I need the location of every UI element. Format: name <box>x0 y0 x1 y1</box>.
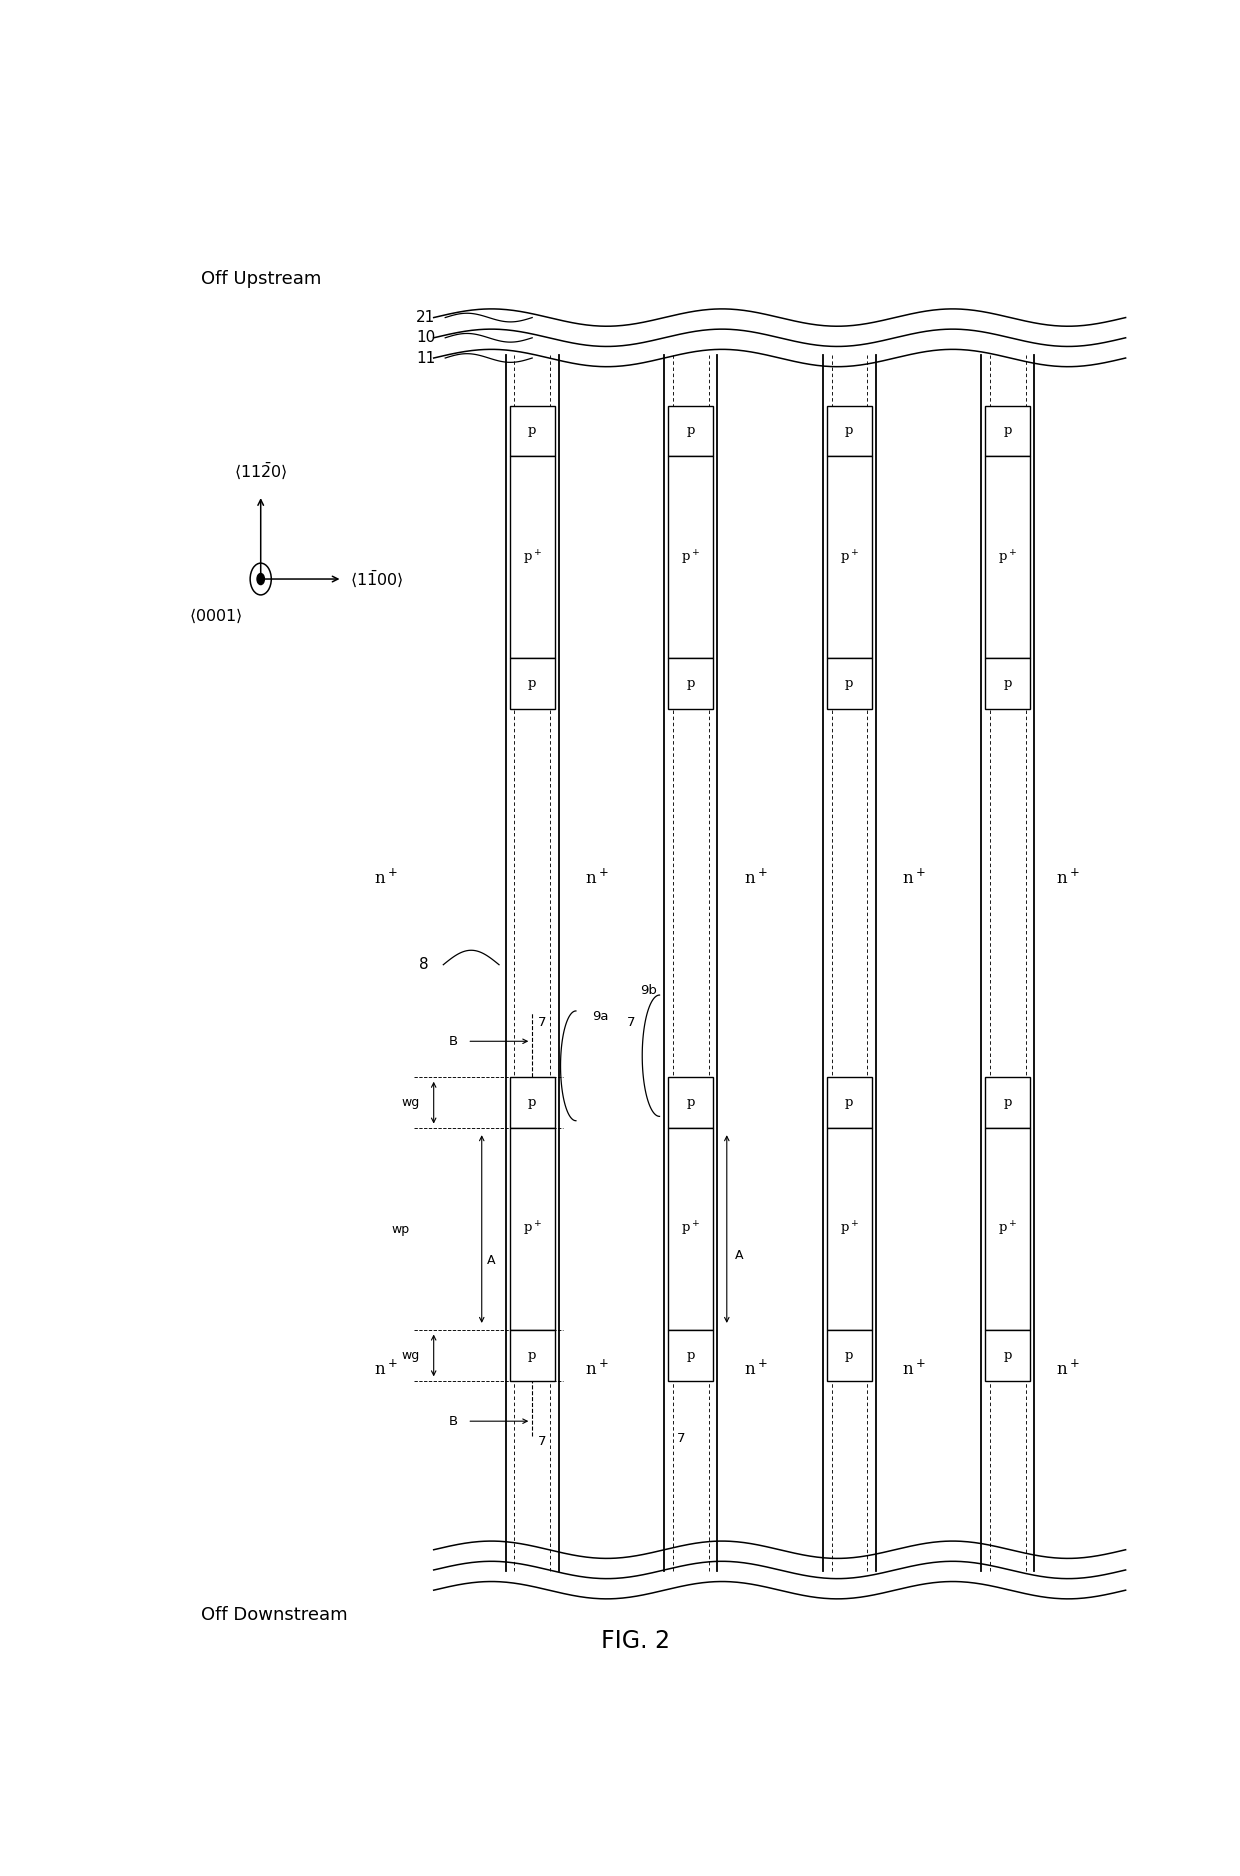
Text: p$^+$: p$^+$ <box>522 548 542 567</box>
Text: n$^+$: n$^+$ <box>1056 1360 1080 1379</box>
Bar <box>510 405 554 456</box>
Text: n$^+$: n$^+$ <box>744 869 768 887</box>
Text: p: p <box>846 677 853 690</box>
Text: p$^+$: p$^+$ <box>998 548 1018 567</box>
Text: p: p <box>846 424 853 437</box>
Text: p$^+$: p$^+$ <box>839 1219 859 1238</box>
Bar <box>827 456 872 658</box>
Text: p: p <box>1003 1349 1012 1362</box>
Text: n$^+$: n$^+$ <box>903 1360 926 1379</box>
Text: $\langle 1\bar{1}00\rangle$: $\langle 1\bar{1}00\rangle$ <box>350 568 404 589</box>
Bar <box>986 1127 1030 1330</box>
Text: 9b: 9b <box>640 985 657 998</box>
Bar <box>668 1127 713 1330</box>
Text: p: p <box>1003 677 1012 690</box>
Text: p$^+$: p$^+$ <box>839 548 859 567</box>
Text: p: p <box>687 424 694 437</box>
Text: $\langle 0001\rangle$: $\langle 0001\rangle$ <box>188 606 243 625</box>
Bar <box>510 1077 554 1127</box>
Text: p: p <box>687 1096 694 1109</box>
Text: 10: 10 <box>417 330 435 345</box>
Text: Off Downstream: Off Downstream <box>201 1606 347 1625</box>
Text: wp: wp <box>392 1223 409 1236</box>
Bar <box>668 1330 713 1381</box>
Text: p: p <box>846 1096 853 1109</box>
Bar <box>668 1077 713 1127</box>
Text: 11: 11 <box>417 351 435 366</box>
Text: 7: 7 <box>677 1431 686 1445</box>
Bar <box>986 456 1030 658</box>
Text: 9a: 9a <box>593 1009 609 1022</box>
Bar <box>827 1077 872 1127</box>
Bar <box>827 1127 872 1330</box>
Bar <box>510 658 554 709</box>
Text: B: B <box>449 1415 458 1428</box>
Text: B: B <box>449 1036 458 1049</box>
Text: $\langle 11\bar{2}0\rangle$: $\langle 11\bar{2}0\rangle$ <box>234 460 288 480</box>
Text: A: A <box>486 1255 495 1268</box>
Text: A: A <box>734 1249 743 1261</box>
Bar <box>986 658 1030 709</box>
Text: p: p <box>528 677 537 690</box>
Bar <box>827 405 872 456</box>
Text: p: p <box>687 1349 694 1362</box>
Bar <box>827 658 872 709</box>
Text: n$^+$: n$^+$ <box>903 869 926 887</box>
Text: p$^+$: p$^+$ <box>522 1219 542 1238</box>
Text: 7: 7 <box>626 1017 635 1030</box>
Text: p: p <box>528 1096 537 1109</box>
Text: 7: 7 <box>538 1017 546 1030</box>
Text: 8: 8 <box>419 957 429 972</box>
Text: p: p <box>1003 424 1012 437</box>
Bar <box>510 456 554 658</box>
Text: n$^+$: n$^+$ <box>585 1360 609 1379</box>
Bar <box>986 1077 1030 1127</box>
Text: p: p <box>846 1349 853 1362</box>
Text: 7: 7 <box>538 1435 546 1448</box>
Bar <box>510 1330 554 1381</box>
Text: wg: wg <box>401 1349 419 1362</box>
Bar <box>986 405 1030 456</box>
Bar <box>827 1330 872 1381</box>
Text: p: p <box>1003 1096 1012 1109</box>
Text: Off Upstream: Off Upstream <box>201 270 321 287</box>
Bar <box>668 658 713 709</box>
Text: p: p <box>528 424 537 437</box>
Text: p: p <box>687 677 694 690</box>
Bar <box>668 456 713 658</box>
Text: n$^+$: n$^+$ <box>585 869 609 887</box>
Bar <box>510 1127 554 1330</box>
Circle shape <box>257 574 264 585</box>
Text: p$^+$: p$^+$ <box>681 548 701 567</box>
Text: 21: 21 <box>417 310 435 325</box>
Text: p$^+$: p$^+$ <box>681 1219 701 1238</box>
Text: n$^+$: n$^+$ <box>744 1360 768 1379</box>
Text: FIG. 2: FIG. 2 <box>601 1628 670 1653</box>
Text: n$^+$: n$^+$ <box>373 1360 398 1379</box>
Text: n$^+$: n$^+$ <box>373 869 398 887</box>
Bar <box>986 1330 1030 1381</box>
Text: p$^+$: p$^+$ <box>998 1219 1018 1238</box>
Text: p: p <box>528 1349 537 1362</box>
Text: wg: wg <box>401 1096 419 1109</box>
Text: n$^+$: n$^+$ <box>1056 869 1080 887</box>
Bar <box>668 405 713 456</box>
